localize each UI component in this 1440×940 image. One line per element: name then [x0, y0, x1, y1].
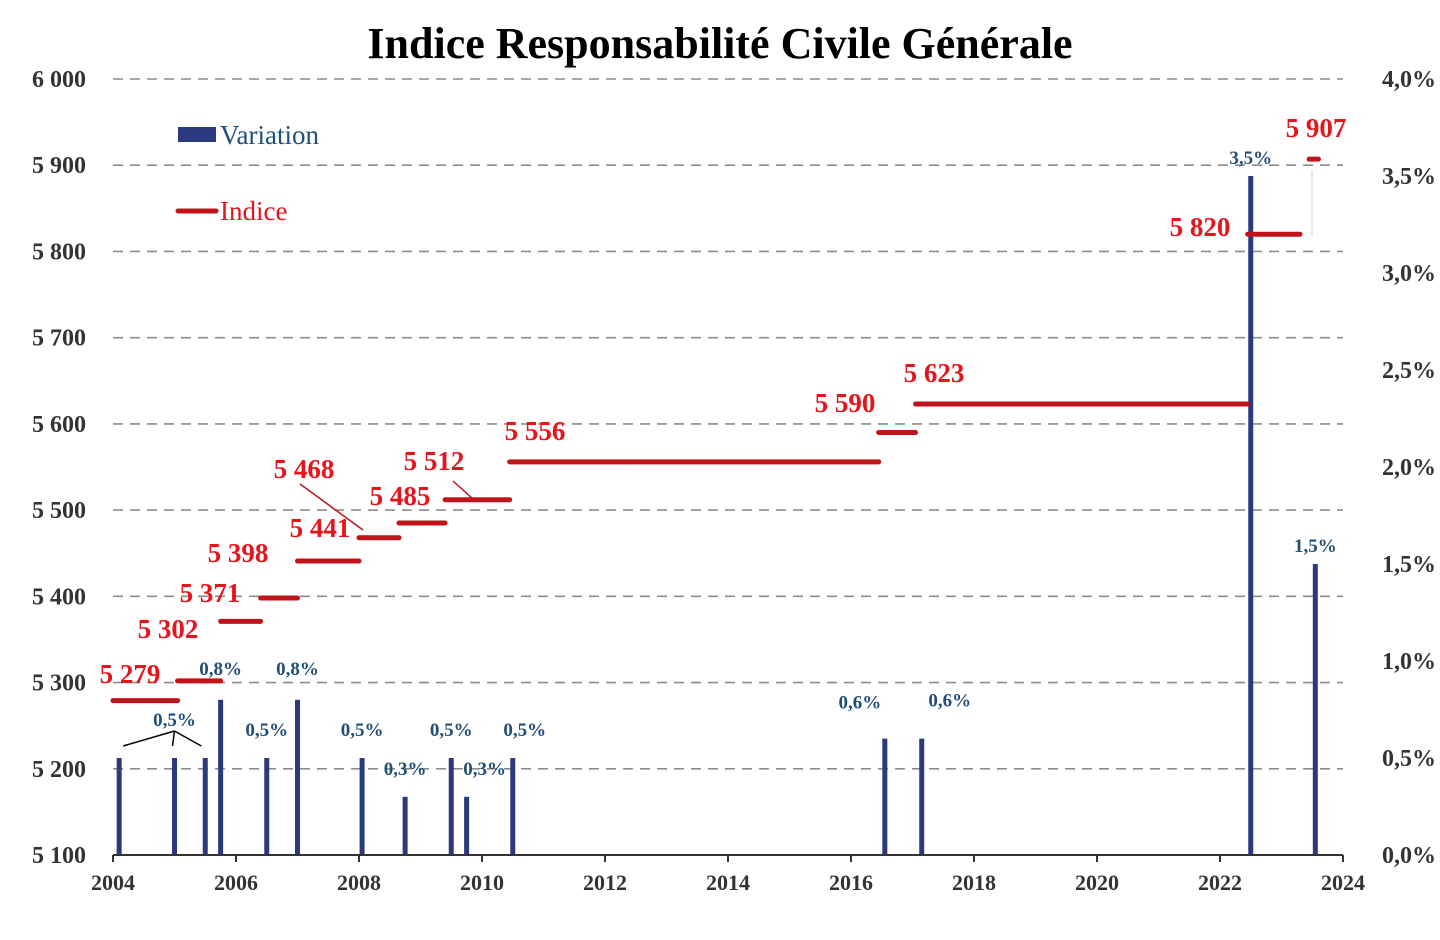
variation-data-label: 0,5% [341, 720, 384, 741]
y-right-tick-label: 3,5% [1382, 164, 1436, 190]
legend-variation-swatch [178, 127, 216, 142]
variation-bar [295, 699, 300, 855]
x-tick-label: 2014 [706, 870, 750, 895]
variation-data-label: 0,8% [276, 659, 319, 680]
index-data-label: 5 590 [815, 388, 876, 418]
chart-title: Indice Responsabilité Civile Générale [367, 19, 1072, 68]
index-data-label: 5 302 [138, 614, 199, 644]
variation-data-label: 0,5% [245, 720, 288, 741]
variation-bar [1312, 564, 1318, 855]
y-left-tick-label: 5 400 [32, 584, 86, 610]
variation-bar [202, 758, 208, 855]
variation-bar [359, 758, 365, 855]
data-labels: 0,5%0,8%0,5%0,8%0,5%0,3%0,5%0,3%0,5%0,6%… [100, 113, 1347, 780]
index-data-label: 5 485 [370, 481, 431, 511]
y-right-tick-label: 1,5% [1382, 552, 1436, 578]
y-right-tick-label: 2,5% [1382, 358, 1436, 384]
y-left-tick-label: 5 500 [32, 498, 86, 524]
variation-bar [264, 758, 270, 855]
y-left-tick-label: 5 700 [32, 326, 86, 352]
x-tick-label: 2004 [91, 870, 135, 895]
index-data-label: 5 371 [180, 578, 241, 608]
variation-data-label: 0,5% [503, 720, 546, 741]
grid [113, 78, 1343, 770]
variation-data-label: 0,5% [430, 720, 473, 741]
variation-bar [919, 738, 925, 855]
y-left-tick-label: 5 200 [32, 757, 86, 783]
x-tick-label: 2020 [1075, 870, 1119, 895]
variation-bar [464, 796, 470, 855]
index-data-label: 5 907 [1286, 113, 1347, 143]
variation-data-label: 0,8% [199, 659, 242, 680]
variation-data-label: 0,6% [838, 693, 881, 714]
x-tick-label: 2008 [337, 870, 381, 895]
y-right-tick-label: 2,0% [1382, 455, 1436, 481]
variation-data-label: 0,6% [928, 691, 971, 712]
x-tick-label: 2016 [829, 870, 873, 895]
y-right-tick-label: 3,0% [1382, 261, 1436, 287]
variation-bar [402, 796, 408, 855]
legend: Variation Indice [175, 120, 319, 226]
x-tick-label: 2018 [952, 870, 996, 895]
y-left-tick-label: 5 900 [32, 153, 86, 179]
variation-bar [448, 758, 454, 855]
y-right-tick-label: 0,5% [1382, 746, 1436, 772]
variation-data-label: 0,5% [153, 710, 196, 731]
x-tick-label: 2012 [583, 870, 627, 895]
x-tick-label: 2006 [214, 870, 258, 895]
index-data-label: 5 279 [100, 659, 161, 689]
axes: 5 100 5 200 5 300 5 400 5 500 5 600 5 700 5 800… [32, 67, 1436, 895]
legend-variation-label: Variation [220, 120, 319, 150]
leader-line [171, 730, 176, 747]
variation-data-label: 0,3% [384, 759, 427, 780]
y-left-tick-label: 5 300 [32, 671, 86, 697]
variation-bar [218, 699, 224, 855]
leader-lines [122, 170, 1313, 747]
variation-bars [116, 176, 1318, 855]
y-left-tick-label: 5 100 [32, 843, 86, 869]
index-data-label: 5 623 [904, 358, 965, 388]
index-data-label: 5 398 [208, 538, 269, 568]
variation-data-label: 1,5% [1294, 536, 1337, 557]
variation-bar [1248, 176, 1254, 855]
leader-line [299, 483, 364, 531]
variation-data-label: 0,3% [463, 759, 506, 780]
x-tick-label: 2024 [1321, 870, 1365, 895]
y-left-tick-label: 5 600 [32, 412, 86, 438]
legend-index-label: Indice [220, 196, 287, 226]
leader-line [174, 730, 202, 747]
y-left-tick-label: 5 800 [32, 239, 86, 265]
leader-line [122, 730, 175, 747]
variation-data-label: 3,5% [1229, 148, 1272, 169]
index-data-label: 5 441 [290, 513, 351, 543]
y-right-tick-label: 1,0% [1382, 649, 1436, 675]
index-steps [110, 156, 1321, 704]
y-right-tick-label: 0,0% [1382, 843, 1436, 869]
variation-bar [172, 758, 177, 855]
variation-bar [116, 758, 122, 855]
index-data-label: 5 468 [274, 454, 335, 484]
index-data-label: 5 556 [505, 416, 566, 446]
x-tick-label: 2022 [1198, 870, 1242, 895]
variation-bar [510, 758, 516, 855]
variation-bar [882, 738, 888, 855]
y-right-tick-label: 4,0% [1382, 67, 1436, 93]
y-left-tick-label: 6 000 [32, 67, 86, 93]
index-data-label: 5 512 [404, 446, 465, 476]
index-data-label: 5 820 [1170, 212, 1231, 242]
leader-line [452, 480, 474, 500]
x-tick-label: 2010 [460, 870, 504, 895]
